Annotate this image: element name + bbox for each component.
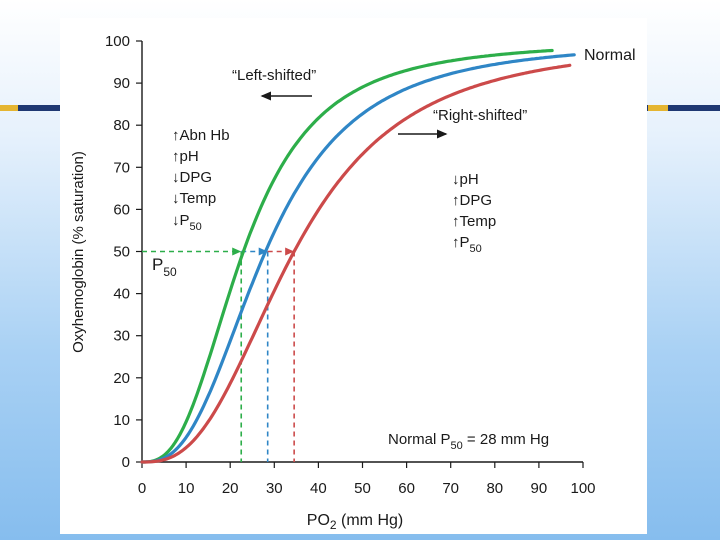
header-band-gold-left	[0, 105, 18, 111]
x-tick-label: 80	[486, 480, 503, 497]
x-tick-label: 30	[266, 480, 283, 497]
right-shift-factors: ↓pH ↑DPG ↑Temp ↑P50	[452, 171, 496, 255]
right-factor-4: ↑P50	[452, 234, 482, 255]
y-tick-label: 90	[113, 75, 130, 92]
left-shifted-label: “Left-shifted”	[232, 67, 316, 84]
p50-guides	[142, 247, 295, 462]
y-tick-label: 20	[113, 370, 130, 387]
y-tick-label: 10	[113, 412, 130, 429]
x-tick-label: 90	[531, 480, 548, 497]
x-tick-label: 50	[354, 480, 371, 497]
x-axis-label: PO2 (mm Hg)	[307, 512, 403, 532]
left-factor-3: ↓DPG	[172, 169, 212, 186]
y-tick-label: 80	[113, 117, 130, 134]
right-factor-3: ↑Temp	[452, 213, 496, 230]
chart-ticks: 0 10 20 30 40 50 60 70 80 90 100 0 10 20 30 40 50 60 70 80 9…	[105, 33, 596, 497]
left-factor-2: ↑pH	[172, 148, 199, 165]
x-tick-label: 20	[222, 480, 239, 497]
y-tick-label: 50	[113, 244, 130, 261]
right-factor-1: ↓pH	[452, 171, 479, 188]
normal-p50-note: Normal P50 = 28 mm Hg	[388, 431, 549, 452]
left-factor-5: ↓P50	[172, 212, 202, 233]
dissociation-curves	[140, 48, 576, 464]
x-tick-label: 60	[398, 480, 415, 497]
y-tick-label: 100	[105, 33, 130, 50]
p50-arrowhead-1	[232, 247, 242, 256]
x-tick-label: 70	[442, 480, 459, 497]
p50-label: P50	[152, 255, 177, 279]
header-band-gold-right	[648, 105, 668, 111]
x-tick-label: 40	[310, 480, 327, 497]
right-factor-2: ↑DPG	[452, 192, 492, 209]
curve-series-1	[140, 48, 554, 464]
y-axis-label: Oxyhemoglobin (% saturation)	[70, 151, 87, 353]
y-tick-label: 40	[113, 286, 130, 303]
y-tick-label: 70	[113, 159, 130, 176]
left-factor-4: ↓Temp	[172, 190, 216, 207]
y-tick-label: 30	[113, 328, 130, 345]
curve-series-3	[140, 63, 572, 464]
y-tick-label: 0	[122, 454, 130, 471]
left-shift-factors: ↑Abn Hb ↑pH ↓DPG ↓Temp ↓P50	[172, 127, 230, 233]
left-factor-1: ↑Abn Hb	[172, 127, 230, 144]
x-tick-label: 10	[178, 480, 195, 497]
series-label-normal: Normal	[584, 47, 636, 64]
x-tick-label: 0	[138, 480, 146, 497]
right-shifted-label: “Right-shifted”	[433, 107, 527, 124]
oxyhemoglobin-dissociation-chart: 0 10 20 30 40 50 60 70 80 90 100 0 10 20 30 40 50 60 70 80 9…	[70, 33, 636, 532]
y-tick-label: 60	[113, 201, 130, 218]
curve-series-2	[140, 53, 576, 464]
figure-panel	[60, 18, 647, 534]
x-tick-label: 100	[570, 480, 595, 497]
p50-arrowhead-3	[285, 247, 295, 256]
p50-arrowhead-2	[258, 247, 268, 256]
